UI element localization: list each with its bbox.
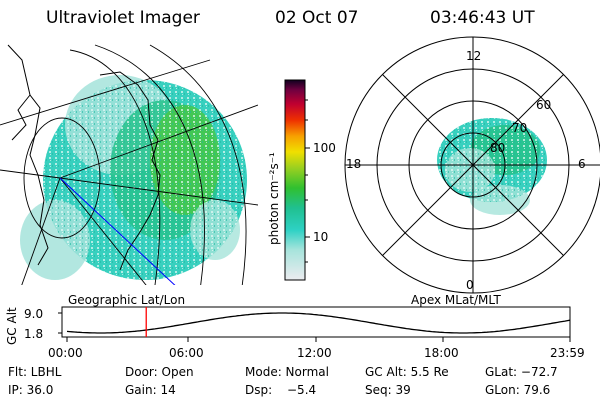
altitude-ytick-min: 1.8 bbox=[24, 327, 44, 341]
info-filter: Flt: LBHL bbox=[8, 365, 62, 379]
polar-grid bbox=[344, 36, 600, 294]
info-glat: GLat: −72.7 bbox=[485, 365, 558, 379]
info-seq: Seq: 39 bbox=[365, 383, 411, 397]
mlt-label-18: 18 bbox=[346, 157, 362, 171]
mlt-label-0: 0 bbox=[466, 278, 474, 292]
mlat-label-70: 70 bbox=[512, 121, 528, 135]
colorbar-scale bbox=[284, 79, 306, 281]
info-door: Door: Open bbox=[125, 365, 194, 379]
sun-direction-line bbox=[59, 177, 176, 285]
altitude-xtick-1200: 12:00 bbox=[297, 346, 332, 360]
date-label: 02 Oct 07 bbox=[275, 8, 359, 28]
polar-map bbox=[344, 36, 600, 294]
altitude-xtick-1800: 18:00 bbox=[424, 346, 459, 360]
mlt-label-12: 12 bbox=[466, 49, 482, 63]
geo-caption: Geographic Lat/Lon bbox=[68, 293, 186, 307]
info-dsp-label: Dsp: bbox=[245, 383, 273, 397]
altitude-curve bbox=[66, 312, 571, 334]
colorbar-tick-100: 100 bbox=[313, 141, 336, 155]
altitude-ytick-max: 9.0 bbox=[24, 307, 44, 321]
info-mode: Mode: Normal bbox=[245, 365, 329, 379]
instrument-title: Ultraviolet Imager bbox=[46, 8, 200, 28]
geo-grid bbox=[0, 44, 258, 285]
mlat-label-80: 80 bbox=[490, 141, 506, 155]
colorbar bbox=[284, 79, 310, 281]
altitude-plot-frame bbox=[61, 306, 571, 338]
colorbar-unit-label: photon cm⁻²s⁻¹ bbox=[267, 152, 281, 245]
altitude-xtick-0600: 06:00 bbox=[169, 346, 204, 360]
polar-caption: Apex MLat/MLT bbox=[411, 293, 501, 307]
time-label: 03:46:43 UT bbox=[430, 8, 535, 28]
info-dsp-value: −5.4 bbox=[287, 383, 317, 397]
mlt-label-6: 6 bbox=[578, 157, 586, 171]
mlat-label-60: 60 bbox=[536, 98, 552, 112]
coastline bbox=[7, 44, 161, 271]
info-gc-alt: GC Alt: 5.5 Re bbox=[365, 365, 449, 379]
info-glon: GLon: 79.6 bbox=[485, 383, 551, 397]
altitude-xtick-2359: 23:59 bbox=[550, 346, 585, 360]
geographic-map bbox=[0, 44, 258, 285]
colorbar-tick-10: 10 bbox=[313, 230, 329, 244]
info-gain: Gain: 14 bbox=[125, 383, 176, 397]
altitude-plot bbox=[58, 306, 571, 342]
info-ip: IP: 36.0 bbox=[8, 383, 54, 397]
altitude-ylabel: GC Alt bbox=[5, 307, 19, 345]
altitude-xtick-0000: 00:00 bbox=[48, 346, 83, 360]
